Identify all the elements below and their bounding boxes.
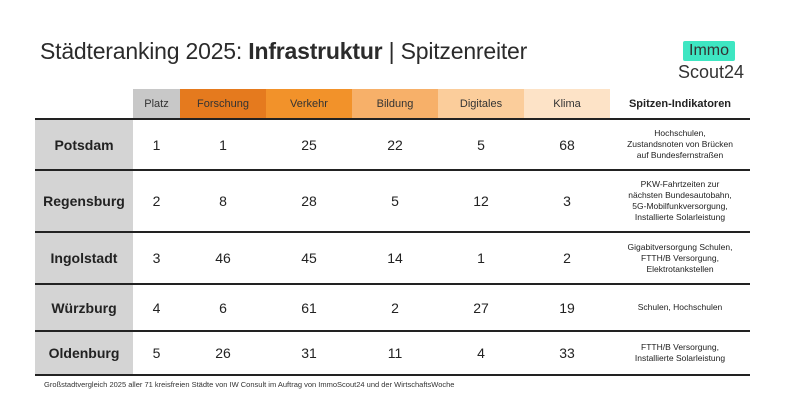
platz-rank: 2 [133, 170, 180, 233]
header-digitales: Digitales [438, 89, 524, 120]
spitzen-indikatoren: FTTH/B Versorgung, Installierte Solarleis… [610, 331, 750, 376]
header-platz: Platz [133, 89, 180, 120]
ranking-table: Platz Forschung Verkehr Bildung Digitale… [35, 89, 750, 376]
bildung-rank: 2 [352, 284, 438, 332]
spitzen-indikatoren: PKW-Fahrtzeiten zur nächsten Bundesautoba… [610, 170, 750, 233]
footnote: Großstadtvergleich 2025 aller 71 kreisfr… [44, 380, 455, 389]
header-blank [35, 89, 133, 120]
indikator-line: Installierte Solarleistung [634, 212, 726, 222]
city-name: Ingolstadt [35, 232, 133, 285]
header-indikatoren: Spitzen-Indikatoren [610, 89, 750, 120]
digitales-rank: 1 [438, 232, 524, 285]
page-title: Städteranking 2025: Infrastruktur | Spit… [40, 38, 527, 65]
indikator-line: nächsten Bundesautobahn, [628, 190, 732, 200]
klima-rank: 33 [524, 331, 610, 376]
forschung-rank: 1 [180, 119, 266, 171]
header-forschung: Forschung [180, 89, 266, 120]
indikator-line: auf Bundesfernstraßen [636, 150, 724, 160]
table-row: Potsdam 1 1 25 22 5 68 Hochschulen, Zustandsnote… [35, 119, 750, 171]
title-bold: Infrastruktur [248, 38, 383, 64]
verkehr-rank: 31 [266, 331, 352, 376]
platz-rank: 4 [133, 284, 180, 332]
title-suffix: | Spitzenreiter [382, 38, 528, 64]
indikator-line: Schulen, Hochschulen [637, 302, 723, 312]
verkehr-rank: 61 [266, 284, 352, 332]
digitales-rank: 5 [438, 119, 524, 171]
indikator-line: Zustandsnoten von Brücken [627, 139, 733, 149]
logo-immo: Immo [683, 41, 735, 61]
verkehr-rank: 45 [266, 232, 352, 285]
platz-rank: 5 [133, 331, 180, 376]
indikator-line: 5G-Mobilfunkversorgung, [632, 201, 728, 211]
indikator-line: FTTH/B Versorgung, [641, 342, 719, 352]
indikator-line: Hochschulen, [654, 128, 706, 138]
indikator-line: PKW-Fahrtzeiten zur [640, 179, 720, 189]
forschung-rank: 8 [180, 170, 266, 233]
table-row: Würzburg 4 6 61 2 27 19 Schulen, Hochschulen [35, 284, 750, 332]
verkehr-rank: 28 [266, 170, 352, 233]
city-name: Regensburg [35, 170, 133, 233]
bildung-rank: 14 [352, 232, 438, 285]
forschung-rank: 46 [180, 232, 266, 285]
table-row: Oldenburg 5 26 31 11 4 33 FTTH/B Versorgung, Ins… [35, 331, 750, 376]
forschung-rank: 6 [180, 284, 266, 332]
spitzen-indikatoren: Hochschulen, Zustandsnoten von Brücken auf… [610, 119, 750, 171]
city-name: Potsdam [35, 119, 133, 171]
table-row: Regensburg 2 8 28 5 12 3 PKW-Fahrtzeiten zur näc… [35, 170, 750, 233]
table-header-row: Platz Forschung Verkehr Bildung Digitale… [35, 89, 750, 120]
city-name: Oldenburg [35, 331, 133, 376]
platz-rank: 1 [133, 119, 180, 171]
table-row: Ingolstadt 3 46 45 14 1 2 Gigabitversorgung Sch… [35, 232, 750, 285]
logo-scout: Scout24 [678, 62, 745, 82]
indikator-line: Elektrotankstellen [646, 263, 714, 274]
bildung-rank: 11 [352, 331, 438, 376]
header-klima: Klima [524, 89, 610, 120]
klima-rank: 19 [524, 284, 610, 332]
klima-rank: 2 [524, 232, 610, 285]
bildung-rank: 22 [352, 119, 438, 171]
spitzen-indikatoren: Schulen, Hochschulen [610, 284, 750, 332]
klima-rank: 3 [524, 170, 610, 233]
header-bildung: Bildung [352, 89, 438, 120]
indikator-line: FTTH/B Versorgung, [641, 252, 719, 263]
forschung-rank: 26 [180, 331, 266, 376]
digitales-rank: 27 [438, 284, 524, 332]
digitales-rank: 4 [438, 331, 524, 376]
bildung-rank: 5 [352, 170, 438, 233]
city-name: Würzburg [35, 284, 133, 332]
digitales-rank: 12 [438, 170, 524, 233]
immoscout24-logo: Immo Scout24 [676, 41, 752, 85]
platz-rank: 3 [133, 232, 180, 285]
indikator-line: Installierte Solarleistung [634, 353, 726, 363]
spitzen-indikatoren: Gigabitversorgung Schulen, FTTH/B Versorg… [610, 232, 750, 285]
header-verkehr: Verkehr [266, 89, 352, 120]
title-prefix: Städteranking 2025: [40, 38, 249, 64]
verkehr-rank: 25 [266, 119, 352, 171]
klima-rank: 68 [524, 119, 610, 171]
indikator-line: Gigabitversorgung Schulen, [627, 241, 733, 252]
